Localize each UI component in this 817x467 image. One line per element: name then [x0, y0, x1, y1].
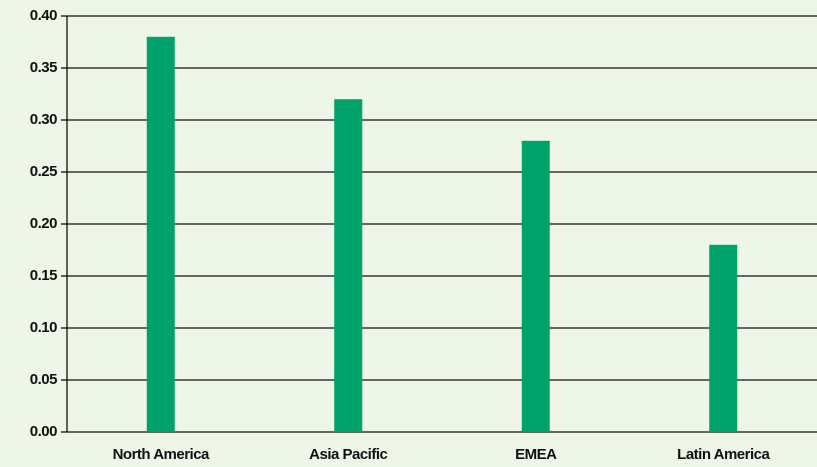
y-tick-label: 0.15 — [30, 267, 57, 284]
bar — [521, 140, 550, 433]
bar — [334, 99, 363, 432]
y-tick-label: 0.00 — [30, 423, 57, 440]
bar — [709, 244, 738, 432]
y-tick-label: 0.20 — [30, 215, 57, 232]
y-tick-label: 0.05 — [30, 371, 57, 388]
x-tick-label: Latin America — [677, 446, 770, 463]
x-tick-label: EMEA — [515, 446, 557, 463]
y-tick-label: 0.30 — [30, 111, 57, 128]
y-tick-label: 0.25 — [30, 163, 57, 180]
y-tick-label: 0.10 — [30, 319, 57, 336]
x-tick-label: North America — [113, 446, 210, 463]
bar — [146, 36, 175, 433]
x-tick-label: Asia Pacific — [309, 446, 387, 463]
y-tick-label: 0.40 — [30, 7, 57, 24]
y-tick-label: 0.35 — [30, 59, 57, 76]
